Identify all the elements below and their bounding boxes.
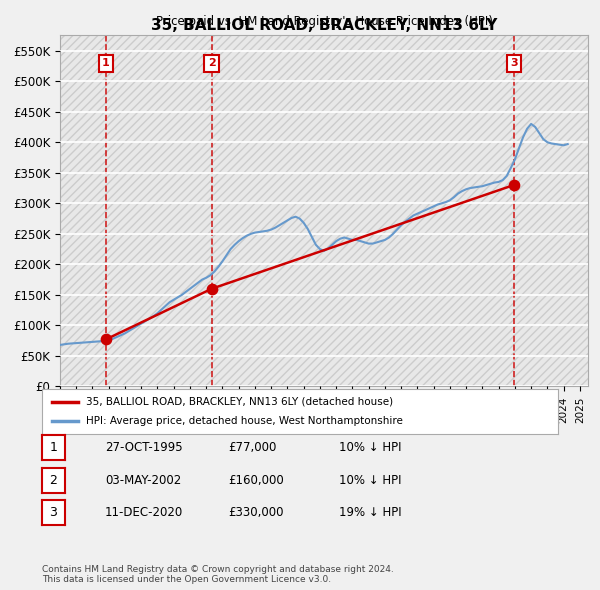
Text: HPI: Average price, detached house, West Northamptonshire: HPI: Average price, detached house, West… — [86, 417, 403, 426]
Text: 1: 1 — [102, 58, 110, 68]
Point — [101, 335, 110, 344]
Text: £330,000: £330,000 — [228, 506, 284, 519]
Text: Price paid vs. HM Land Registry's House Price Index (HPI): Price paid vs. HM Land Registry's House … — [155, 15, 493, 28]
Text: 11-DEC-2020: 11-DEC-2020 — [105, 506, 183, 519]
Text: 10% ↓ HPI: 10% ↓ HPI — [339, 474, 401, 487]
Text: Contains HM Land Registry data © Crown copyright and database right 2024.
This d: Contains HM Land Registry data © Crown c… — [42, 565, 394, 584]
Text: 35, BALLIOL ROAD, BRACKLEY, NN13 6LY (detached house): 35, BALLIOL ROAD, BRACKLEY, NN13 6LY (de… — [86, 397, 393, 407]
Text: 2: 2 — [208, 58, 215, 68]
Text: 2: 2 — [49, 474, 58, 487]
Text: 03-MAY-2002: 03-MAY-2002 — [105, 474, 181, 487]
Text: 3: 3 — [510, 58, 518, 68]
Text: £77,000: £77,000 — [228, 441, 277, 454]
Text: 1: 1 — [49, 441, 58, 454]
Point — [509, 181, 519, 190]
Text: 19% ↓ HPI: 19% ↓ HPI — [339, 506, 401, 519]
Text: £160,000: £160,000 — [228, 474, 284, 487]
Text: 27-OCT-1995: 27-OCT-1995 — [105, 441, 182, 454]
Title: 35, BALLIOL ROAD, BRACKLEY, NN13 6LY: 35, BALLIOL ROAD, BRACKLEY, NN13 6LY — [151, 18, 497, 33]
Text: 10% ↓ HPI: 10% ↓ HPI — [339, 441, 401, 454]
Point — [207, 284, 217, 293]
Text: 3: 3 — [49, 506, 58, 519]
